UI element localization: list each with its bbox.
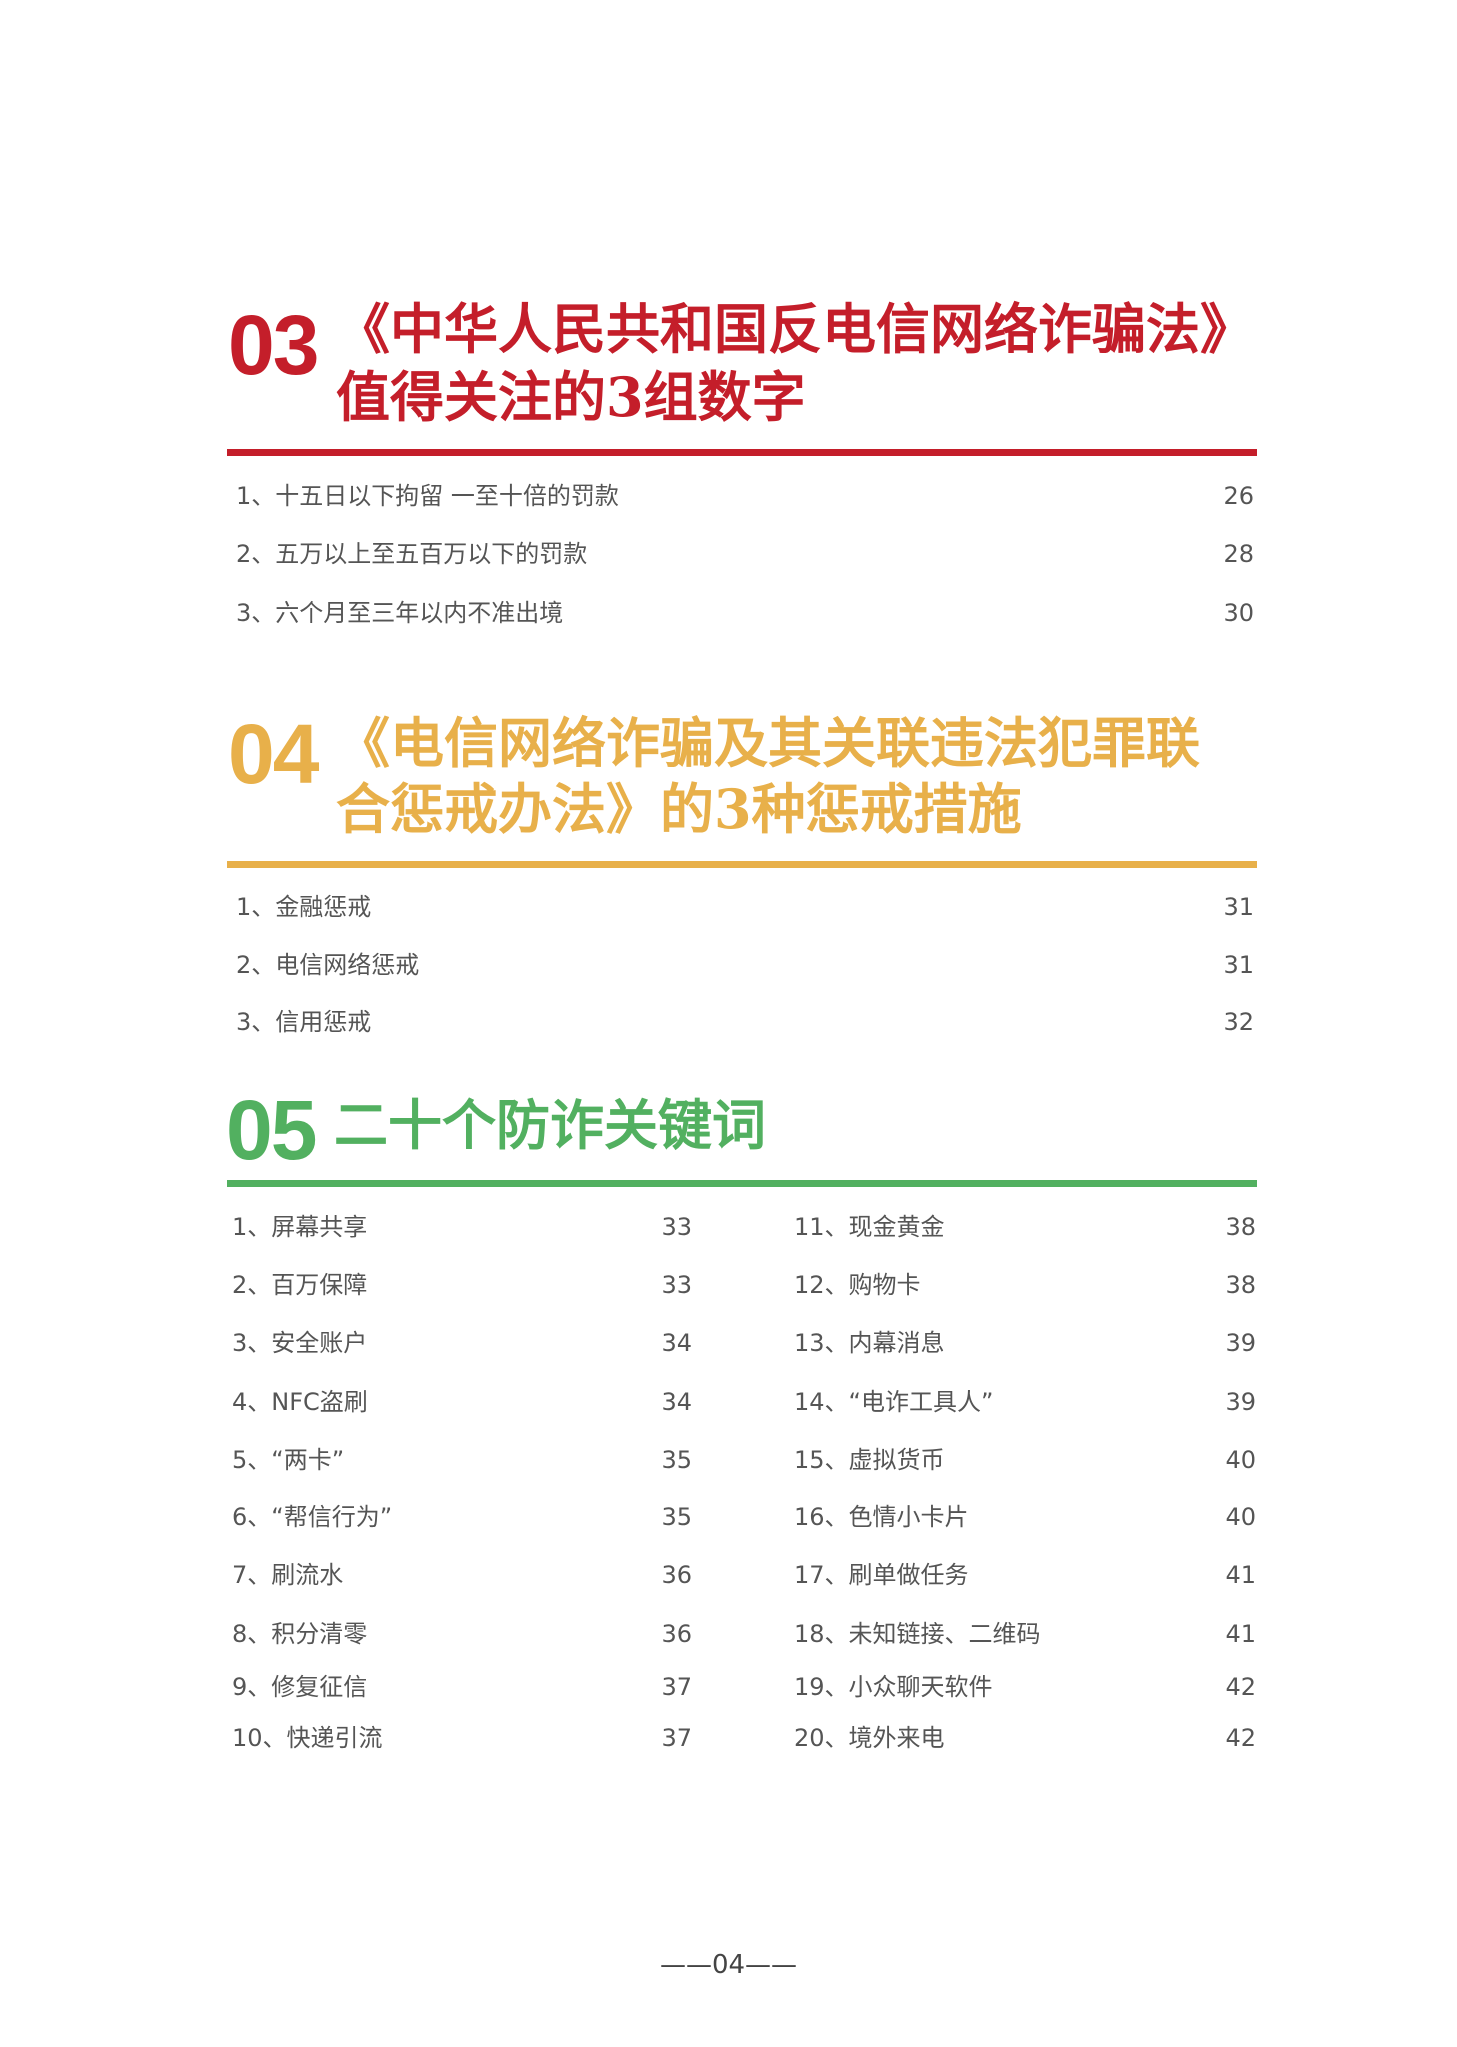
toc-page-number: 26 [1223, 482, 1254, 510]
toc-page-number: 41 [1225, 1561, 1256, 1589]
toc-page-number: 38 [1225, 1271, 1256, 1299]
toc-entry[interactable]: 3、安全账户 [232, 1329, 368, 1357]
section-05-title: 二十个防诈关键词 [334, 1093, 766, 1157]
toc-page-number: 35 [661, 1503, 692, 1531]
toc-entry[interactable]: 17、刷单做任务 [794, 1561, 969, 1589]
section-04-rule [227, 861, 1257, 868]
toc-page-number: 37 [661, 1673, 692, 1701]
toc-page-number: 36 [661, 1561, 692, 1589]
toc-page-number: 31 [1223, 893, 1254, 921]
toc-page-number: 31 [1223, 951, 1254, 979]
toc-entry[interactable]: 18、未知链接、二维码 [794, 1620, 1041, 1648]
toc-page-number: 39 [1225, 1329, 1256, 1357]
toc-entry[interactable]: 7、刷流水 [232, 1561, 344, 1589]
toc-entry[interactable]: 10、快递引流 [232, 1724, 383, 1752]
section-05-number: 05 [226, 1083, 317, 1177]
page-number: ——04—— [659, 1950, 798, 1980]
toc-page-number: 30 [1223, 599, 1254, 627]
toc-entry[interactable]: 11、现金黄金 [794, 1213, 945, 1241]
toc-page-number: 38 [1225, 1213, 1256, 1241]
toc-entry[interactable]: 15、虚拟货币 [794, 1446, 945, 1474]
toc-entry[interactable]: 1、屏幕共享 [232, 1213, 368, 1241]
toc-page-number: 37 [661, 1724, 692, 1752]
section-04-number: 04 [228, 707, 319, 801]
section-04-title-line2: 合惩戒办法》的3种惩戒措施 [336, 777, 1022, 841]
toc-page-number: 33 [661, 1271, 692, 1299]
toc-entry[interactable]: 5、“两卡” [232, 1446, 345, 1474]
toc-entry[interactable]: 14、“电诈工具人” [794, 1388, 994, 1416]
toc-page-number: 32 [1223, 1008, 1254, 1036]
section-03-title-line1: 《中华人民共和国反电信网络诈骗法》 [336, 297, 1254, 361]
toc-entry[interactable]: 9、修复征信 [232, 1673, 368, 1701]
toc-entry[interactable]: 20、境外来电 [794, 1724, 945, 1752]
section-03-rule [227, 449, 1257, 456]
toc-entry[interactable]: 3、六个月至三年以内不准出境 [236, 599, 564, 627]
section-03-title-line2: 值得关注的3组数字 [336, 365, 806, 429]
toc-page-number: 35 [661, 1446, 692, 1474]
toc-page-number: 28 [1223, 540, 1254, 568]
toc-page-number: 40 [1225, 1503, 1256, 1531]
toc-page-number: 40 [1225, 1446, 1256, 1474]
section-05-rule [227, 1180, 1257, 1187]
toc-page-number: 41 [1225, 1620, 1256, 1648]
toc-page-number: 34 [661, 1329, 692, 1357]
section-04-title-line1: 《电信网络诈骗及其关联违法犯罪联 [336, 711, 1200, 775]
toc-entry[interactable]: 8、积分清零 [232, 1620, 368, 1648]
toc-entry[interactable]: 1、金融惩戒 [236, 893, 372, 921]
toc-entry[interactable]: 2、电信网络惩戒 [236, 951, 420, 979]
toc-entry[interactable]: 3、信用惩戒 [236, 1008, 372, 1036]
toc-entry[interactable]: 2、百万保障 [232, 1271, 368, 1299]
toc-page-number: 39 [1225, 1388, 1256, 1416]
toc-entry[interactable]: 6、“帮信行为” [232, 1503, 393, 1531]
toc-entry[interactable]: 4、NFC盗刷 [232, 1388, 368, 1416]
toc-entry[interactable]: 2、五万以上至五百万以下的罚款 [236, 540, 588, 568]
toc-page-number: 34 [661, 1388, 692, 1416]
toc-page-number: 36 [661, 1620, 692, 1648]
toc-entry[interactable]: 19、小众聊天软件 [794, 1673, 993, 1701]
toc-entry[interactable]: 12、购物卡 [794, 1271, 921, 1299]
toc-page-number: 33 [661, 1213, 692, 1241]
toc-entry[interactable]: 13、内幕消息 [794, 1329, 945, 1357]
toc-entry[interactable]: 16、色情小卡片 [794, 1503, 969, 1531]
toc-page-number: 42 [1225, 1724, 1256, 1752]
toc-entry[interactable]: 1、十五日以下拘留 一至十倍的罚款 [236, 482, 619, 510]
section-03-number: 03 [228, 298, 319, 392]
toc-page-number: 42 [1225, 1673, 1256, 1701]
